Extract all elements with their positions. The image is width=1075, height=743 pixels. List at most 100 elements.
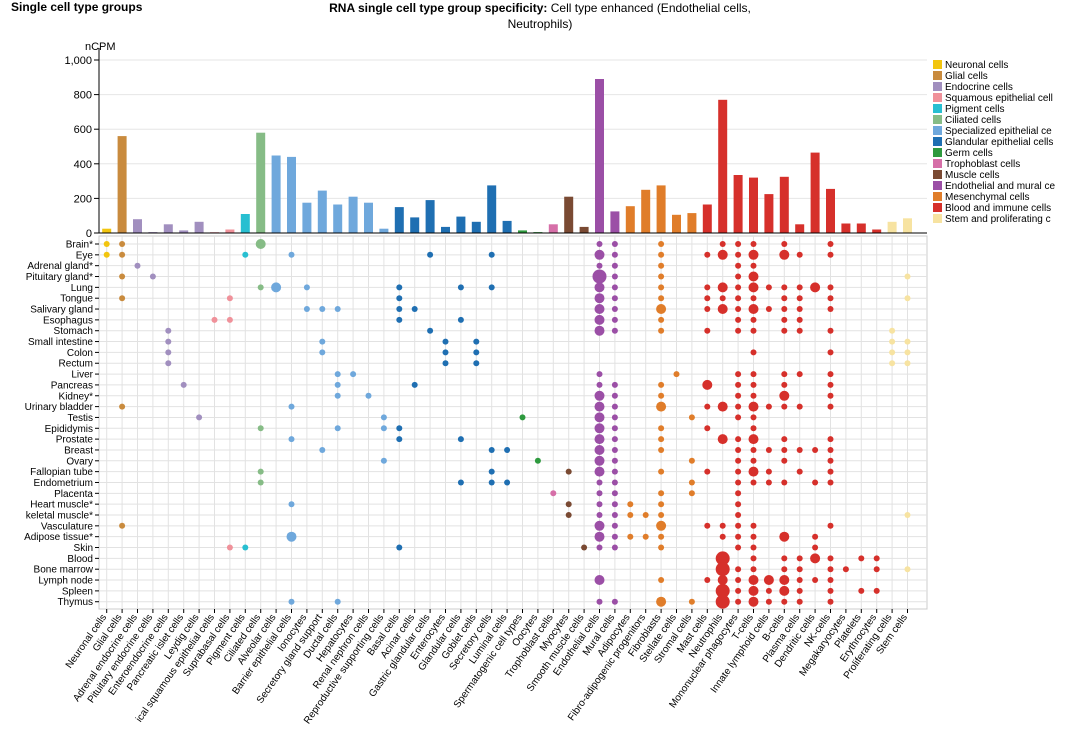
dot-urinary-bladder-innate-lymphoid-cells: [765, 403, 772, 410]
dot-heart-muscle-myocytes: [565, 501, 572, 508]
dot-testis-stromal-cells: [688, 414, 695, 421]
dot-breast-dendritic-cells: [812, 447, 819, 453]
dot-bone-marrow-stem-cells: [904, 566, 911, 573]
dot-eye-neutrophils: [717, 249, 728, 260]
dot-liver-t-cells: [750, 371, 757, 378]
dot-kidney-nk-cells: [827, 392, 834, 399]
bar-stromal-cells: [687, 213, 697, 233]
dot-adipose-tissue-mural-cells: [611, 533, 618, 540]
dot-stomach-enteroendocrine-cells: [165, 327, 172, 334]
dot-colon-secretory-gland-support: [319, 349, 326, 356]
dot-lung-glandular-cells: [457, 284, 464, 291]
dot-lung-plasma-cells: [796, 284, 803, 291]
bar-mural-cells: [610, 211, 620, 233]
dot-epididymis-ductal-cells: [334, 425, 341, 432]
dot-pancreas-pancreatic-islet-cells: [180, 381, 187, 388]
dot-testis-leydig-cells: [196, 414, 203, 421]
dot-tongue-suprabasal-cells: [226, 295, 233, 302]
dot-endometrium-nk-cells: [827, 479, 834, 486]
dot-placenta-mononuclear-phagocytes: [735, 490, 742, 497]
legend-label-stem-and-proliferating-cells: Stem and proliferating c: [945, 214, 1051, 225]
legend-label-endothelial-and-mural-cells: Endothelial and mural ce: [945, 181, 1056, 192]
dot-blood-b-cells: [781, 555, 788, 562]
bar-adipocytes: [625, 206, 635, 233]
tissue-label-placenta: Placenta: [54, 489, 93, 500]
bar-stem-cells: [903, 218, 912, 233]
dot-skin-mural-cells: [611, 544, 618, 551]
dot-urinary-bladder-fibroblasts: [656, 401, 667, 412]
dot-liver-stellate-cells: [673, 371, 680, 378]
dot-lung-ciliated-cells: [257, 284, 264, 291]
dot-pancreas-acinar-cells: [411, 381, 418, 388]
dot-lymph-node-innate-lymphoid-cells: [763, 575, 774, 585]
bar-proliferating-cells: [887, 221, 897, 233]
bar-acinar-cells: [410, 217, 420, 233]
page-heading: Single cell type groups: [11, 0, 143, 14]
dot-thymus-neutrophils: [715, 594, 730, 609]
dot-stomach-gastric-glandular-cells: [427, 327, 434, 334]
dot-lymph-node-neutrophils: [717, 575, 728, 585]
dot-liver-ductal-cells: [334, 371, 341, 378]
dot-kidney-mural-cells: [611, 392, 618, 399]
tissue-label-liver: Liver: [71, 370, 93, 381]
dot-pancreas-nk-cells: [827, 381, 834, 388]
legend-swatch-glial-cells: [933, 71, 942, 80]
dot-adrenal-gland-mural-cells: [611, 262, 618, 269]
dot-liver-hepatocytes: [350, 371, 357, 378]
legend-label-squamous-epithelial-cells: Squamous epithelial cell: [945, 93, 1053, 104]
dot-adipose-tissue-t-cells: [750, 533, 757, 540]
dot-kidney-endothelial-cells: [594, 390, 605, 401]
dot-pancreas-mast-cells: [702, 379, 713, 390]
dot-skin-smooth-muscle-cells: [581, 544, 588, 551]
dot-thymus-nk-cells: [827, 598, 834, 605]
legend-swatch-muscle-cells: [933, 170, 942, 179]
dot-vasculature-nk-cells: [827, 522, 834, 529]
dot-fallopian-tube-ciliated-cells: [257, 468, 264, 475]
dot-heart-muscle-mural-cells: [611, 501, 618, 508]
dot-brain-neutrophils: [719, 241, 726, 247]
dot-blood-t-cells: [750, 555, 757, 562]
y-tick-label: 400: [74, 159, 92, 171]
bar-spermatogenic-cell-types: [518, 230, 527, 233]
dot-ovary-endothelial-cells: [594, 455, 605, 466]
dot-stomach-nk-cells: [827, 327, 834, 334]
dot-blood-dendritic-cells: [810, 553, 821, 564]
dot-pituitary-gland-t-cells: [748, 271, 759, 282]
dot-heart-muscle-endothelial-cells: [596, 501, 603, 508]
dot-epididymis-endothelial-cells: [594, 423, 605, 434]
dot-skeletal-muscle-stem-cells: [904, 512, 911, 518]
dot-matrix-frame: [98, 235, 928, 610]
dot-salivary-gland-neutrophils: [717, 304, 728, 314]
dot-thymus-mural-cells: [611, 598, 618, 605]
dot-bone-marrow-erythrocytes: [873, 566, 880, 573]
dot-thymus-innate-lymphoid-cells: [765, 598, 772, 605]
dot-bone-marrow-neutrophils: [715, 562, 730, 577]
dot-adipose-tissue-mononuclear-phagocytes: [735, 533, 742, 540]
dot-placenta-endothelial-cells: [596, 490, 603, 497]
dot-prostate-mononuclear-phagocytes: [735, 436, 742, 443]
dot-liver-plasma-cells: [796, 371, 803, 378]
dot-bone-marrow-b-cells: [781, 566, 788, 573]
dot-lung-mural-cells: [611, 284, 618, 291]
dot-spleen-t-cells: [748, 585, 759, 596]
y-tick-label: 1,000: [64, 55, 92, 67]
dot-adrenal-gland-mononuclear-phagocytes: [735, 262, 742, 269]
dot-lymph-node-dendritic-cells: [812, 577, 819, 583]
dot-brain-t-cells: [750, 241, 757, 247]
dot-lymph-node-mononuclear-phagocytes: [735, 577, 742, 583]
dot-pancreas-endothelial-cells: [596, 381, 603, 388]
dot-thymus-stromal-cells: [688, 598, 695, 605]
bar-goblet-cells: [471, 221, 481, 233]
bar-megakaryocytes: [841, 223, 851, 233]
y-tick-label: 0: [86, 228, 92, 240]
dot-fallopian-tube-plasma-cells: [796, 468, 803, 475]
dot-urinary-bladder-glial-cells: [119, 403, 126, 410]
dot-ovary-nk-cells: [827, 457, 834, 464]
dot-tongue-mast-cells: [704, 295, 711, 302]
bar-ciliated-cells: [256, 132, 266, 233]
dot-lung-alveolar-cells: [271, 282, 282, 293]
dot-kidney-mononuclear-phagocytes: [735, 392, 742, 399]
dot-rectum-stem-cells: [904, 360, 911, 367]
bar-gastric-glandular-cells: [425, 200, 435, 233]
dot-salivary-gland-basal-cells: [396, 306, 403, 312]
